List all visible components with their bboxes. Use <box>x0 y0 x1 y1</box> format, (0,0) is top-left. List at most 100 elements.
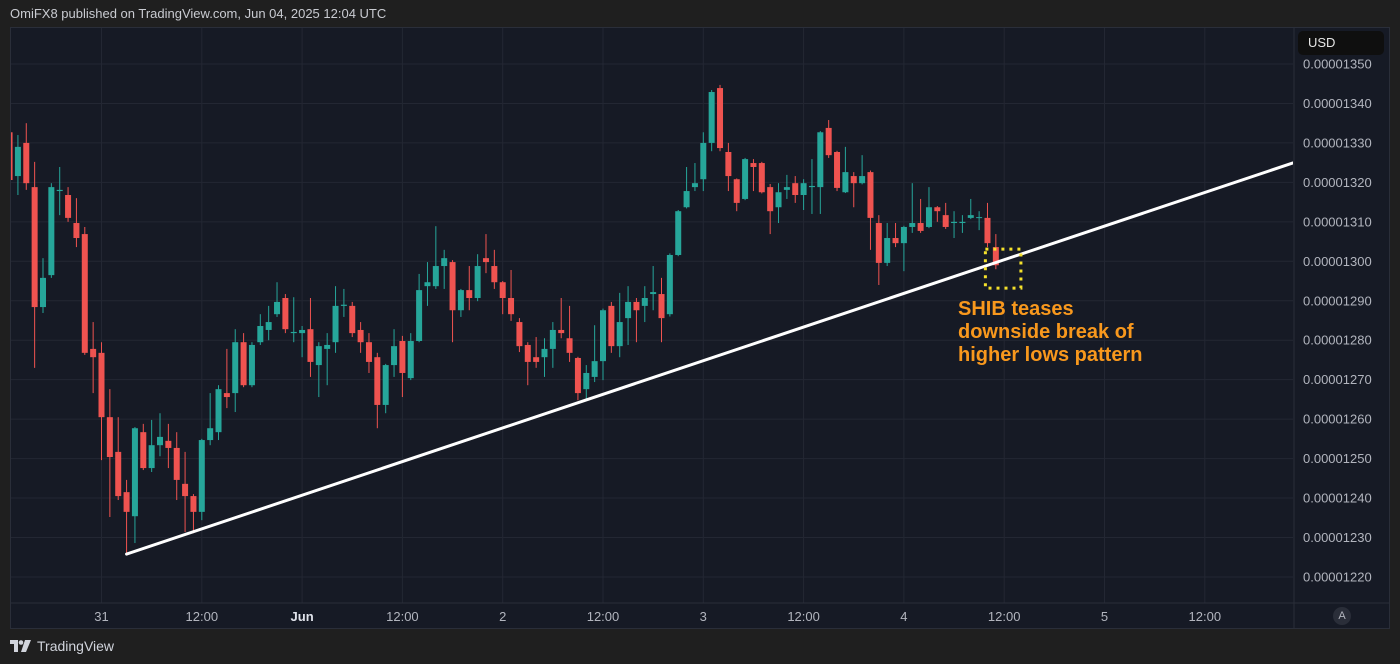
grid-lines <box>11 28 1293 603</box>
candle-body <box>98 352 105 418</box>
currency-label[interactable]: USD <box>1298 31 1384 55</box>
candle <box>307 297 314 377</box>
candle-body <box>157 436 164 446</box>
time-tick-label: 12:00 <box>787 609 820 624</box>
candle <box>457 288 464 317</box>
candle-body <box>817 132 824 188</box>
candle-body <box>315 346 322 366</box>
candle-body <box>859 176 866 184</box>
candle <box>491 249 498 289</box>
candle-body <box>457 290 464 311</box>
candle <box>115 417 122 501</box>
candle-body <box>23 142 30 184</box>
candle-body <box>140 432 147 469</box>
candle-body <box>399 341 406 373</box>
candle <box>600 308 606 381</box>
price-tick-label: 0.00001270 <box>1303 372 1372 387</box>
candle <box>374 352 381 429</box>
candle <box>482 234 489 274</box>
candle <box>516 318 523 353</box>
candle <box>315 342 322 398</box>
candle <box>917 198 924 233</box>
candle-body <box>106 417 113 458</box>
candle-body <box>600 310 606 362</box>
candle <box>733 178 740 212</box>
candle <box>257 314 264 345</box>
drawings <box>125 161 1293 556</box>
candle <box>859 155 866 185</box>
time-tick-label: 2 <box>499 609 506 624</box>
candle <box>424 262 431 306</box>
candle <box>608 301 615 353</box>
candle-body <box>499 282 506 298</box>
candle-body <box>173 447 180 480</box>
price-tick-label: 0.00001340 <box>1303 96 1372 111</box>
time-axis: 31 12:00 Jun 12:00 2 12:00 3 12:00 4 12:00 5 12:00 <box>94 609 1221 624</box>
candle <box>583 365 590 401</box>
candle-body <box>240 342 247 386</box>
candle-body <box>549 329 556 349</box>
price-tick-label: 0.00001300 <box>1303 254 1372 269</box>
candle <box>48 183 55 278</box>
chart-pane[interactable] <box>10 27 1390 629</box>
candle-body <box>758 163 765 193</box>
time-tick-label: 12:00 <box>1189 609 1222 624</box>
candle-body <box>115 451 122 497</box>
candle-body <box>633 301 640 311</box>
candle-body <box>11 132 13 181</box>
candle-body <box>533 357 540 362</box>
candle-body <box>466 290 473 298</box>
candle <box>274 282 281 317</box>
candle <box>340 288 347 317</box>
candle-body <box>825 127 832 156</box>
candle-body <box>516 322 523 347</box>
trendline[interactable] <box>125 161 1293 556</box>
published-caption: OmiFX8 published on TradingView.com, Jun… <box>10 6 387 21</box>
candles <box>11 84 999 555</box>
candle <box>783 174 790 199</box>
candle <box>365 333 372 373</box>
candle-body <box>324 344 331 349</box>
candle-body <box>800 183 807 196</box>
candle-body <box>73 223 80 239</box>
annotation-line: downside break of <box>958 321 1134 343</box>
candle-body <box>81 234 88 353</box>
candle-body <box>374 357 381 405</box>
candle <box>834 150 841 192</box>
candle <box>925 187 932 229</box>
candle <box>56 166 63 216</box>
candle-body <box>875 223 882 263</box>
candle <box>416 273 423 343</box>
candle <box>658 277 665 343</box>
candle-body <box>432 266 439 287</box>
candle-body <box>625 301 632 319</box>
candle <box>967 198 974 220</box>
candle <box>800 179 807 211</box>
candle <box>391 329 398 377</box>
footer-brand[interactable]: TradingView <box>10 638 114 654</box>
time-tick-label: Jun <box>291 609 314 624</box>
candle <box>708 90 715 152</box>
candle-body <box>691 183 698 188</box>
auto-scale-button[interactable]: A <box>1333 607 1351 625</box>
candle <box>817 131 824 214</box>
candle <box>976 211 983 231</box>
candle <box>173 432 180 501</box>
candle <box>90 322 97 394</box>
candle-body <box>984 217 991 244</box>
candle <box>232 329 239 413</box>
candle-body <box>207 428 214 441</box>
candle-body <box>591 361 598 377</box>
candle <box>900 225 907 272</box>
candle <box>549 322 556 368</box>
candle <box>106 389 113 518</box>
highlight-box[interactable] <box>983 247 1023 290</box>
candle-body <box>700 142 707 180</box>
candle <box>332 286 339 353</box>
price-tick-label: 0.00001260 <box>1303 412 1372 427</box>
tradingview-logo-icon <box>10 640 31 652</box>
candle-body <box>934 207 941 212</box>
candle <box>650 266 657 311</box>
candle <box>265 305 272 341</box>
